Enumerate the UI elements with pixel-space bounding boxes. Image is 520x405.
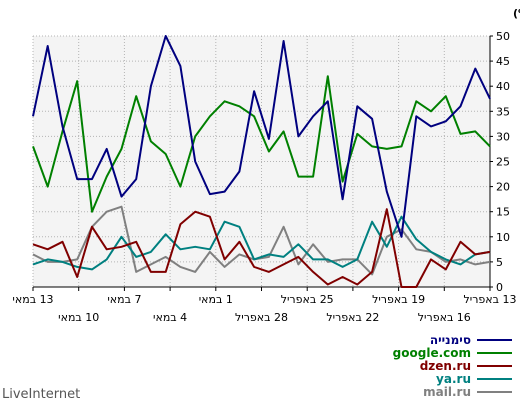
series-line-2 <box>32 75 491 213</box>
y-tick-label: 30 <box>496 130 510 143</box>
y-tick-label: 10 <box>496 231 510 244</box>
y-tick-label: 40 <box>496 80 510 93</box>
y-tick-label: 45 <box>496 55 510 68</box>
y-tick-label: 15 <box>496 206 510 219</box>
legend-label: google.com <box>393 346 471 360</box>
x-tick-label: 19 באפריל <box>372 293 425 306</box>
series-line-1 <box>32 35 491 238</box>
series-group <box>32 35 491 288</box>
x-tick-label: 4 במאי <box>153 311 187 324</box>
y-tick-label: 20 <box>496 181 510 194</box>
legend-label: ya.ru <box>436 372 471 386</box>
x-tick-label: 16 באפריל <box>418 311 471 324</box>
y-axis-label: חלק (%) <box>513 7 520 20</box>
x-tick-label: 13 במאי <box>12 293 53 306</box>
x-tick-label: 7 במאי <box>107 293 141 306</box>
y-tick-label: 5 <box>496 256 503 269</box>
legend-label: סימנייה <box>430 333 471 347</box>
x-tick-label: 22 באפריל <box>326 311 379 324</box>
y-tick-label: 25 <box>496 156 510 169</box>
series-line-4 <box>32 215 491 271</box>
y-tick-label: 35 <box>496 105 510 118</box>
x-tick-label: 25 באפריל <box>281 293 334 306</box>
x-tick-label: 28 באפריל <box>235 311 288 324</box>
x-tick-label: 10 במאי <box>58 311 99 324</box>
series-line-3 <box>32 208 491 288</box>
y-tick-label: 0 <box>496 281 503 294</box>
x-tick-label: 13 באפריל <box>464 293 517 306</box>
legend-label: dzen.ru <box>420 359 471 373</box>
brand-label: LiveInternet <box>2 387 80 402</box>
x-tick-label: 1 במאי <box>199 293 233 306</box>
y-tick-label: 50 <box>496 30 510 43</box>
series-line-5 <box>32 205 491 276</box>
legend-label: mail.ru <box>423 385 471 399</box>
